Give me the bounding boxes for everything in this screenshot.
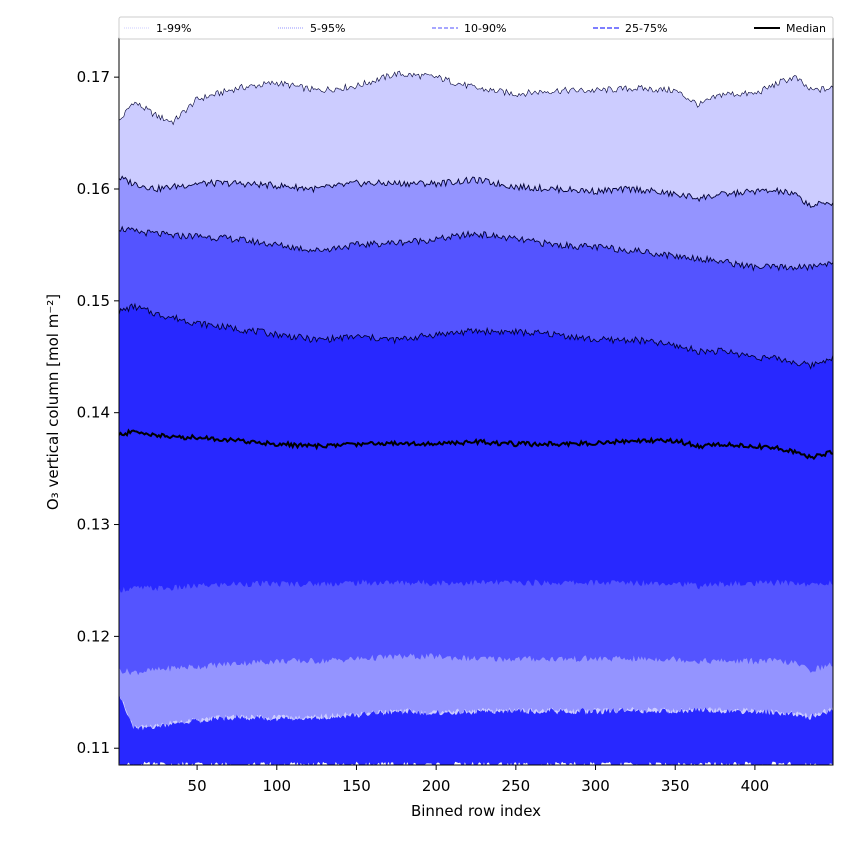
median-line: [119, 428, 833, 461]
band-25-75-core: [119, 304, 833, 593]
legend-label-10-90: 10-90%: [464, 22, 506, 35]
y-tick-label: 0.14: [77, 404, 110, 422]
y-axis-label: O₃ vertical column [mol m⁻²]: [44, 294, 62, 510]
y-tick-label: 0.16: [77, 180, 110, 198]
y-axis: 0.11 0.12 0.13 0.14 0.15 0.16 0.17: [77, 68, 119, 757]
x-tick-label: 250: [502, 777, 531, 795]
legend-label-25-75: 25-75%: [625, 22, 667, 35]
y-tick-label: 0.15: [77, 292, 110, 310]
band-edge-layer: [119, 70, 833, 461]
x-axis-label: Binned row index: [411, 802, 541, 820]
legend-label-1-99: 1-99%: [156, 22, 191, 35]
band-edge-5-95%: [119, 175, 833, 208]
band-edge-10-90%: [119, 225, 833, 272]
legend-label-median: Median: [786, 22, 826, 35]
legend-box: [118, 16, 834, 40]
x-tick-label: 200: [422, 777, 451, 795]
x-tick-label: 400: [741, 777, 770, 795]
x-tick-label: 150: [342, 777, 371, 795]
legend: 1-99% 5-95% 10-90% 25-75% Median: [118, 16, 834, 40]
x-tick-label: 100: [262, 777, 291, 795]
x-tick-label: 350: [661, 777, 690, 795]
band-layer: [119, 71, 833, 765]
band-edge-25-75%: [119, 302, 833, 370]
band-edge-1-99%: [119, 70, 833, 126]
legend-label-5-95: 5-95%: [310, 22, 345, 35]
band-lower-1-99: [119, 693, 833, 731]
x-tick-label: 50: [188, 777, 207, 795]
y-tick-label: 0.11: [77, 739, 110, 757]
band-lower-10-90: [119, 579, 833, 675]
y-tick-label: 0.13: [77, 516, 110, 534]
y-tick-label: 0.17: [77, 68, 110, 86]
y-tick-label: 0.12: [77, 627, 110, 645]
x-tick-label: 300: [581, 777, 610, 795]
x-axis: 50 100 150 200 250 300 350 400: [188, 765, 770, 795]
